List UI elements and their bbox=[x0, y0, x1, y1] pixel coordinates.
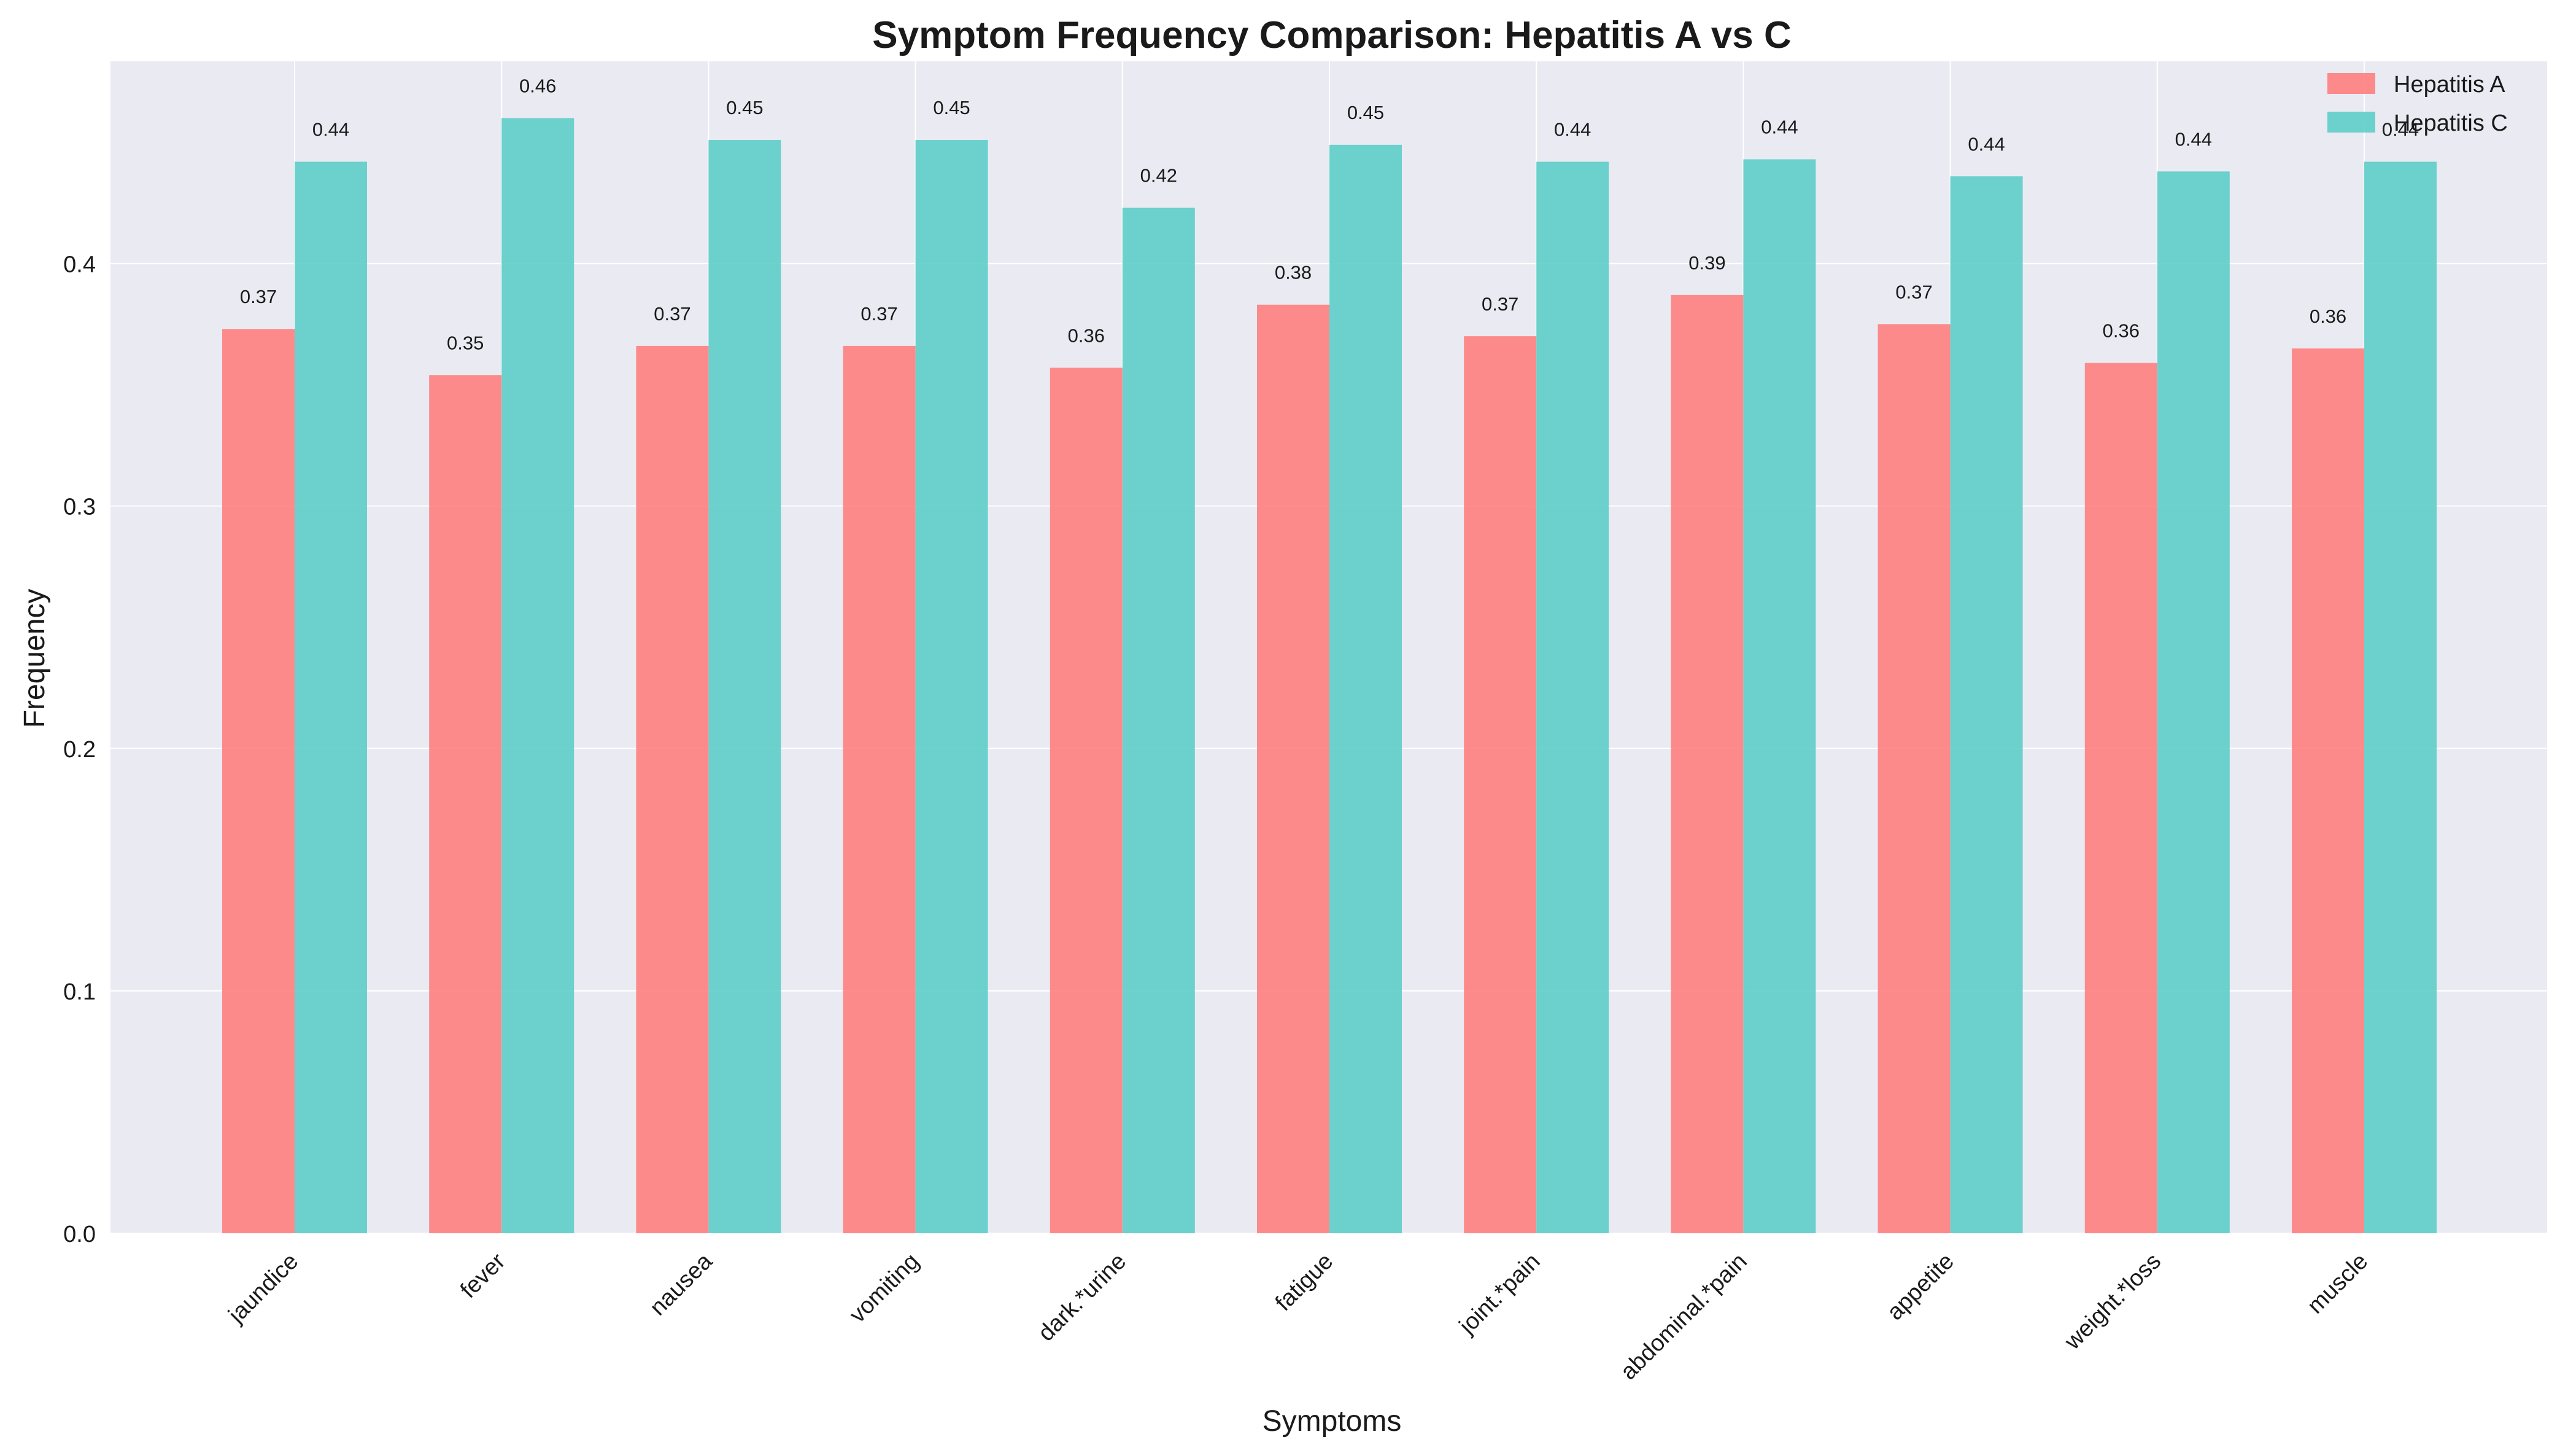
data-label: 0.36 bbox=[2103, 320, 2140, 342]
legend-swatch-hepatitis-c bbox=[2327, 112, 2375, 133]
data-label: 0.36 bbox=[1068, 325, 1105, 346]
data-label: 0.37 bbox=[1482, 293, 1518, 315]
data-label: 0.45 bbox=[1347, 102, 1384, 123]
legend: Hepatitis A Hepatitis C bbox=[2327, 72, 2508, 136]
data-label: 0.37 bbox=[654, 303, 690, 325]
data-label: 0.44 bbox=[2382, 119, 2419, 141]
bar-hepatitis-a-5 bbox=[1257, 304, 1329, 1234]
y-tick-label: 0.1 bbox=[63, 979, 96, 1005]
chart-title: Symptom Frequency Comparison: Hepatitis … bbox=[872, 14, 1791, 56]
data-label: 0.37 bbox=[860, 303, 897, 325]
bar-hepatitis-c-8 bbox=[1950, 176, 2023, 1233]
data-label: 0.36 bbox=[2310, 306, 2346, 327]
bar-hepatitis-c-3 bbox=[915, 140, 988, 1234]
data-label: 0.37 bbox=[1895, 281, 1932, 302]
y-axis-label: Frequency bbox=[18, 589, 51, 728]
bar-hepatitis-c-0 bbox=[295, 161, 367, 1233]
data-label: 0.37 bbox=[240, 286, 277, 307]
bar-hepatitis-a-7 bbox=[1671, 295, 1744, 1233]
legend-label-hepatitis-c: Hepatitis C bbox=[2394, 110, 2508, 136]
legend-label-hepatitis-a: Hepatitis A bbox=[2394, 72, 2505, 98]
bars bbox=[222, 118, 2437, 1234]
bar-hepatitis-a-3 bbox=[843, 345, 916, 1233]
bar-hepatitis-a-1 bbox=[429, 375, 502, 1233]
data-label: 0.44 bbox=[2175, 128, 2212, 150]
bar-hepatitis-a-9 bbox=[2084, 363, 2157, 1234]
bar-hepatitis-a-8 bbox=[1877, 324, 1951, 1233]
data-labels: 0.37 0.35 0.37 0.37 0.36 0.38 0.37 0.39 0.37 0.36… bbox=[240, 75, 2419, 353]
bar-hepatitis-c-10 bbox=[2364, 161, 2437, 1233]
y-axis-ticks: 0.0 0.1 0.2 0.3 0.4 bbox=[63, 252, 96, 1247]
bar-hepatitis-a-0 bbox=[222, 329, 295, 1233]
bar-hepatitis-a-2 bbox=[636, 345, 709, 1233]
bar-hepatitis-c-9 bbox=[2157, 171, 2230, 1233]
data-label: 0.44 bbox=[312, 119, 349, 141]
bar-hepatitis-c-7 bbox=[1743, 159, 1816, 1233]
y-tick-label: 0.3 bbox=[63, 495, 96, 520]
x-axis-label: Symptoms bbox=[1263, 1405, 1402, 1438]
data-label: 0.38 bbox=[1275, 262, 1312, 283]
bar-hepatitis-c-4 bbox=[1122, 207, 1195, 1233]
bar-hepatitis-c-6 bbox=[1536, 161, 1609, 1233]
data-label: 0.45 bbox=[726, 97, 763, 118]
data-label: 0.45 bbox=[933, 97, 970, 118]
data-label: 0.44 bbox=[1554, 119, 1591, 141]
bar-hepatitis-a-6 bbox=[1464, 336, 1537, 1233]
y-tick-label: 0.4 bbox=[63, 252, 96, 278]
data-label: 0.39 bbox=[1688, 252, 1725, 274]
y-tick-label: 0.2 bbox=[63, 737, 96, 763]
legend-swatch-hepatitis-a bbox=[2327, 73, 2375, 94]
bar-hepatitis-c-1 bbox=[501, 118, 574, 1233]
data-label: 0.42 bbox=[1140, 165, 1177, 187]
data-label: 0.46 bbox=[519, 75, 556, 96]
data-label: 0.44 bbox=[1761, 117, 1798, 138]
bar-hepatitis-a-10 bbox=[2292, 348, 2364, 1234]
bar-hepatitis-a-4 bbox=[1050, 368, 1123, 1234]
bar-hepatitis-c-5 bbox=[1329, 144, 1402, 1234]
data-label: 0.35 bbox=[447, 332, 484, 353]
y-tick-label: 0.0 bbox=[63, 1222, 96, 1247]
data-label: 0.44 bbox=[1968, 133, 2005, 155]
bar-hepatitis-c-2 bbox=[708, 140, 781, 1234]
